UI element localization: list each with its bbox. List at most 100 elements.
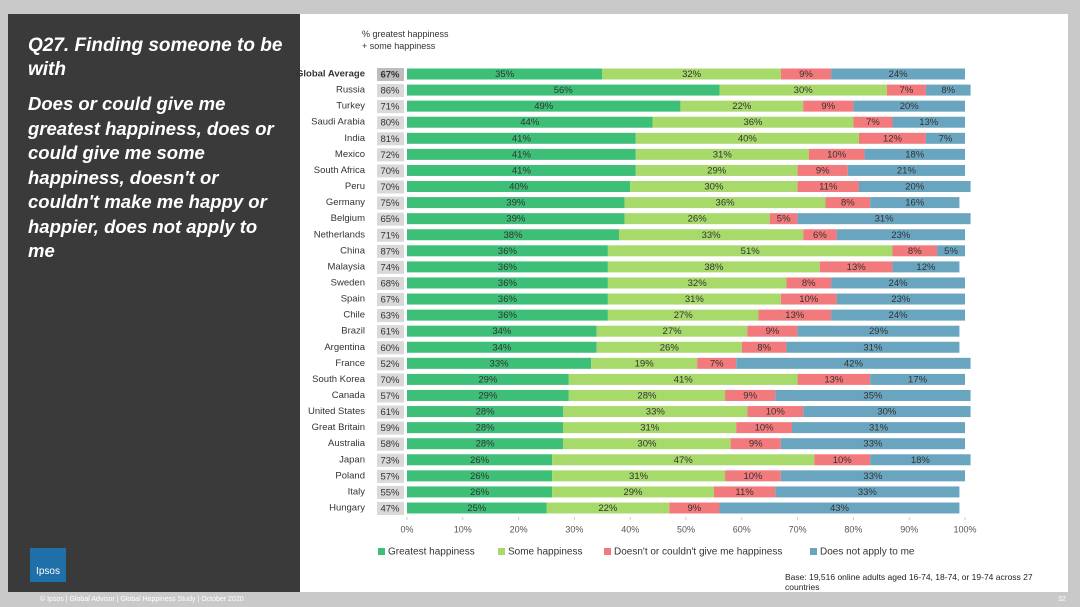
bar-segment xyxy=(870,454,971,466)
bar-segment xyxy=(730,438,781,450)
legend-swatch xyxy=(378,548,385,555)
bar-segment xyxy=(407,277,608,289)
bar-segment xyxy=(407,132,636,144)
value-label: 56% xyxy=(554,85,574,96)
left-panel: Q27. Finding someone to be with Does or … xyxy=(8,14,300,592)
bar-segment xyxy=(407,422,564,434)
total-box xyxy=(377,485,404,499)
value-label: 13% xyxy=(919,117,939,128)
bar-segment xyxy=(747,325,798,337)
bar-segment xyxy=(563,438,731,450)
bar-segment xyxy=(808,148,865,160)
value-label: 41% xyxy=(512,149,532,160)
value-label: 36% xyxy=(498,310,518,321)
value-label: 28% xyxy=(476,423,496,434)
value-label: 34% xyxy=(492,342,512,353)
total-label: 71% xyxy=(380,230,400,241)
bar-segment xyxy=(870,197,960,209)
total-box xyxy=(377,325,404,339)
bar-segment xyxy=(853,116,893,128)
total-label: 70% xyxy=(380,375,400,386)
bar-segment xyxy=(836,293,965,305)
bar-segment xyxy=(619,229,804,241)
bar-segment xyxy=(892,261,960,273)
bar-segment xyxy=(552,486,714,498)
x-tick-label: 90% xyxy=(900,524,918,534)
value-label: 9% xyxy=(749,439,763,450)
total-label: 71% xyxy=(380,102,400,113)
legend-swatch xyxy=(498,548,505,555)
value-label: 20% xyxy=(900,101,920,112)
bar-segment xyxy=(407,68,603,80)
total-box xyxy=(377,453,404,467)
x-tick-label: 80% xyxy=(844,524,862,534)
bar-segment xyxy=(407,116,653,128)
category-label: Canada xyxy=(332,390,366,401)
bar-segment xyxy=(552,454,815,466)
total-box xyxy=(377,309,404,323)
bar-segment xyxy=(407,84,720,96)
bar-segment xyxy=(780,438,965,450)
bar-segment xyxy=(797,213,971,225)
bar-segment xyxy=(697,357,737,369)
value-label: 43% xyxy=(830,503,850,514)
bar-segment xyxy=(925,84,971,96)
value-label: 30% xyxy=(877,407,897,418)
total-label: 61% xyxy=(380,327,400,338)
category-label: Saudi Arabia xyxy=(311,117,366,128)
category-label: India xyxy=(344,133,365,144)
total-box xyxy=(377,244,404,258)
bar-segment xyxy=(407,100,681,112)
x-tick-label: 0% xyxy=(400,524,413,534)
value-label: 51% xyxy=(741,246,761,257)
total-box xyxy=(377,405,404,419)
value-label: 12% xyxy=(883,133,903,144)
value-label: 10% xyxy=(743,471,763,482)
bar-segment xyxy=(853,100,965,112)
total-label: 55% xyxy=(380,487,400,498)
bar-segment xyxy=(546,502,670,514)
value-label: 10% xyxy=(799,294,819,305)
bar-segment xyxy=(736,422,793,434)
x-tick-label: 40% xyxy=(621,524,639,534)
slide-title: Q27. Finding someone to be with xyxy=(28,35,283,80)
bar-segment xyxy=(831,309,965,321)
category-label: Belgium xyxy=(331,213,365,224)
bar-segment xyxy=(797,325,960,337)
x-tick-label: 30% xyxy=(565,524,583,534)
value-label: 36% xyxy=(498,294,518,305)
logo: Ipsos xyxy=(30,548,66,582)
category-label: South Africa xyxy=(314,165,366,176)
bar-segment xyxy=(407,373,569,385)
value-label: 36% xyxy=(716,198,736,209)
bar-segment xyxy=(803,100,854,112)
value-label: 31% xyxy=(685,294,705,305)
category-label: South Korea xyxy=(312,374,366,385)
bar-segment xyxy=(780,68,832,80)
value-label: 20% xyxy=(905,182,925,193)
value-label: 32% xyxy=(688,278,708,289)
value-label: 30% xyxy=(794,85,814,96)
total-label: 60% xyxy=(380,343,400,354)
bar-segment xyxy=(831,277,965,289)
category-label: Spain xyxy=(341,294,365,305)
value-label: 31% xyxy=(875,214,895,225)
bar-segment xyxy=(937,245,965,257)
category-label: Malaysia xyxy=(328,261,366,272)
category-label: Peru xyxy=(345,181,365,192)
value-label: 33% xyxy=(646,407,666,418)
bar-segment xyxy=(407,341,597,353)
total-label: 58% xyxy=(380,439,400,450)
category-label: Chile xyxy=(343,310,365,321)
value-label: 33% xyxy=(858,487,878,498)
total-box xyxy=(377,373,404,387)
category-label: Italy xyxy=(348,486,366,497)
bar-segment xyxy=(797,164,848,176)
total-box xyxy=(377,132,404,146)
value-label: 8% xyxy=(841,198,855,209)
bar-segment xyxy=(624,213,770,225)
value-label: 44% xyxy=(520,117,540,128)
bar-segment xyxy=(713,486,776,498)
total-box xyxy=(377,196,404,210)
total-label: 87% xyxy=(380,246,400,257)
